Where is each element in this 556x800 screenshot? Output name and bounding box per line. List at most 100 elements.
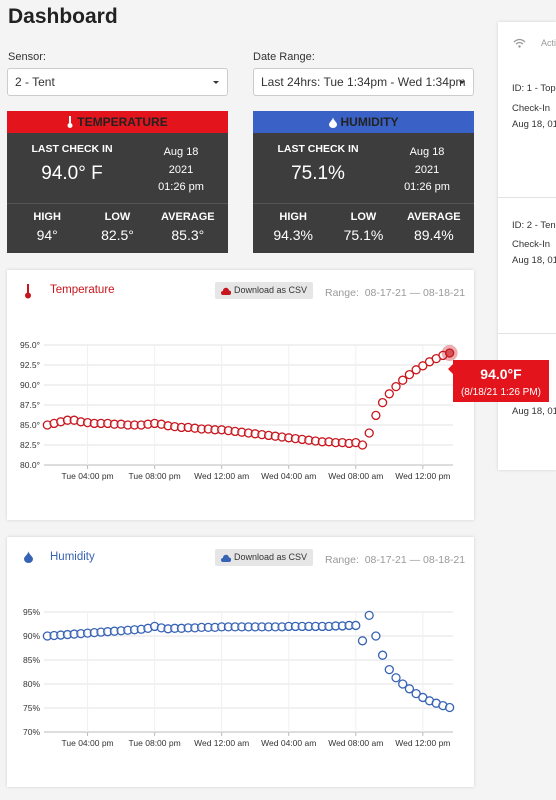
sensor-value: 2 - Tent <box>15 75 55 89</box>
point <box>411 688 421 699</box>
card-title: TEMPERATURE <box>77 115 168 129</box>
humidity-card: HUMIDITY LAST CHECK IN 75.1% Aug 18 2021 01… <box>253 111 474 253</box>
tooltip-time: (8/18/21 1:26 PM) <box>461 387 541 398</box>
stat-value: 85.3° <box>171 227 205 243</box>
stat-value: 94.3% <box>273 227 314 243</box>
card-title: HUMIDITY <box>340 115 399 129</box>
stat-label: HIGH <box>279 211 307 223</box>
card-body: LAST CHECK IN 94.0° F Aug 18 2021 01:26 pm … <box>7 133 228 253</box>
point <box>377 650 388 660</box>
divider <box>7 203 228 204</box>
range-text: Range: 08-17-21 — 08-18-21 <box>325 554 466 566</box>
last-year: 2021 <box>168 163 194 176</box>
thermometer-icon <box>67 116 73 128</box>
point <box>391 673 401 683</box>
chart-title: Temperature <box>50 284 115 296</box>
stat-label: LOW <box>104 211 131 223</box>
separator <box>498 333 556 334</box>
y-tick-label: 90% <box>23 631 40 641</box>
point <box>364 428 374 438</box>
activity-title: Acti <box>541 38 556 48</box>
point <box>371 410 381 421</box>
point <box>444 702 455 713</box>
chart-title: Humidity <box>50 551 95 563</box>
x-tick-label: Wed 12:00 pm <box>395 471 450 481</box>
button-label: Download as CSV <box>234 552 308 562</box>
activity-date: Aug 18, 01 <box>512 255 556 266</box>
y-tick-label: 70% <box>23 727 40 737</box>
sensor-label: Sensor: <box>8 51 46 63</box>
x-tick-label: Tue 08:00 pm <box>129 738 181 748</box>
last-time: 01:26 pm <box>158 181 204 193</box>
stat-value: 89.4% <box>413 227 454 243</box>
stat-label: AVERAGE <box>407 211 461 223</box>
point <box>384 389 394 399</box>
activity-id[interactable]: ID: 2 - Ten <box>512 220 556 231</box>
y-tick-label: 87.5° <box>20 400 40 410</box>
stat-label: LOW <box>350 211 377 223</box>
last-label: LAST CHECK IN <box>277 143 359 155</box>
hover-point <box>445 349 454 357</box>
point <box>404 684 415 694</box>
activity-status: Check-In <box>512 103 551 114</box>
separator <box>498 197 556 198</box>
point <box>357 636 368 646</box>
point <box>357 440 368 450</box>
button-label: Download as CSV <box>234 285 308 295</box>
x-tick-label: Wed 04:00 am <box>261 471 316 481</box>
range-label: Date Range: <box>253 51 315 63</box>
page-title: Dashboard <box>8 5 118 28</box>
y-tick-label: 80% <box>23 679 40 689</box>
x-tick-label: Wed 12:00 pm <box>395 738 450 748</box>
download-button[interactable]: Download as CSV <box>215 549 314 566</box>
temperature-card: TEMPERATURE LAST CHECK IN 94.0° F Aug 18 2… <box>7 111 228 253</box>
sensor-select[interactable]: 2 - Tent <box>7 68 228 96</box>
humidity-chart-card: Humidity Download as CSV Range: 08-17-21… <box>7 537 474 787</box>
x-tick-label: Wed 04:00 am <box>261 738 316 748</box>
last-date: Aug 18 <box>409 146 445 158</box>
point <box>404 369 415 380</box>
point <box>398 375 408 385</box>
point <box>384 664 394 675</box>
y-tick-label: 82.5° <box>20 440 40 450</box>
last-year: 2021 <box>414 163 440 176</box>
x-tick-label: Wed 12:00 am <box>194 471 249 481</box>
download-button[interactable]: Download as CSV <box>215 282 314 299</box>
y-tick-label: 95.0° <box>20 340 40 350</box>
activity-id[interactable]: ID: 1 - Top <box>512 83 556 94</box>
card-header: HUMIDITY <box>253 111 474 133</box>
range-select[interactable]: Last 24hrs: Tue 1:34pm - Wed 1:34pm <box>253 68 474 96</box>
temperature-chart-card: Temperature Download as CSV Range: 08-17… <box>7 270 474 520</box>
activity-date: Aug 18, 01 <box>512 406 556 417</box>
thermometer-icon <box>25 284 31 299</box>
y-tick-label: 85% <box>23 655 40 665</box>
x-tick-label: Wed 08:00 am <box>328 738 383 748</box>
tooltip-box <box>448 360 549 402</box>
tooltip-value: 94.0°F <box>480 366 522 382</box>
activity-status: Check-In <box>512 239 551 250</box>
last-value: 75.1% <box>291 163 345 184</box>
range-value: Last 24hrs: Tue 1:34pm - Wed 1:34pm <box>261 75 466 89</box>
point <box>351 620 361 631</box>
drop-icon <box>24 551 33 563</box>
point <box>398 679 408 689</box>
point <box>418 361 428 371</box>
y-tick-label: 95% <box>23 607 40 617</box>
last-label: LAST CHECK IN <box>31 143 113 155</box>
x-tick-label: Wed 12:00 am <box>194 738 249 748</box>
x-tick-label: Wed 08:00 am <box>328 471 383 481</box>
y-tick-label: 85.0° <box>20 420 40 430</box>
x-tick-label: Tue 04:00 pm <box>62 738 114 748</box>
stat-value: 82.5° <box>101 227 134 243</box>
cloud-icon <box>221 287 232 295</box>
x-tick-label: Tue 08:00 pm <box>129 471 181 481</box>
stat-value: 75.1% <box>343 227 384 243</box>
y-tick-label: 75% <box>23 703 40 713</box>
point <box>391 381 401 392</box>
x-tick-label: Tue 04:00 pm <box>62 471 114 481</box>
stat-value: 94° <box>36 227 58 243</box>
activity-date: Aug 18, 01 <box>512 119 556 130</box>
stat-label: AVERAGE <box>161 211 215 223</box>
